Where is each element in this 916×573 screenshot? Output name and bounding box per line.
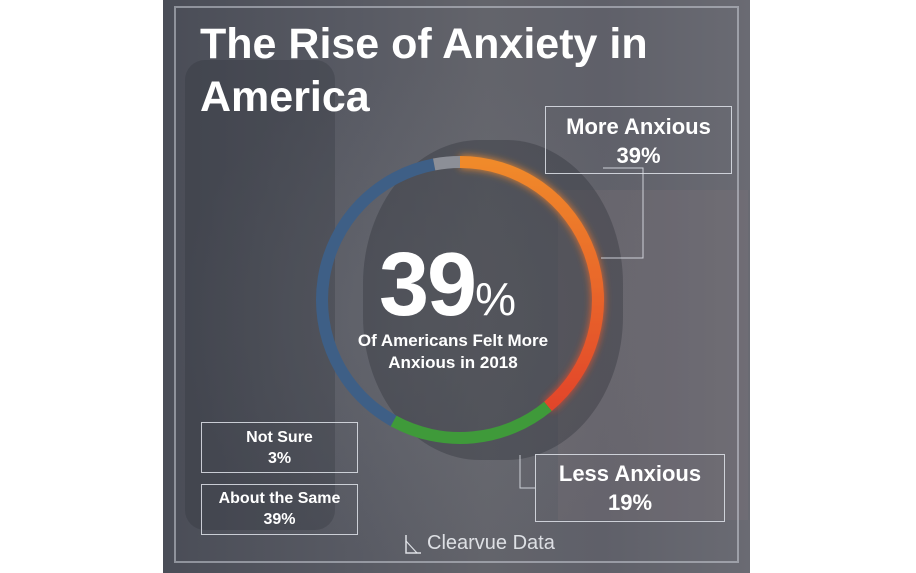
label-less-name: Less Anxious <box>558 461 702 486</box>
center-big-number: 39% <box>379 240 516 344</box>
chart-title: The Rise of Anxiety in America <box>200 20 648 121</box>
donut-chart <box>316 156 644 489</box>
label-about-same: About the Same 39% <box>201 484 358 535</box>
big-number-value: 39 <box>379 235 477 335</box>
label-more-name: More Anxious <box>566 114 711 139</box>
connector-less <box>519 455 535 489</box>
label-more-anxious: More Anxious 39% <box>545 106 732 174</box>
big-number-percent: % <box>475 273 516 325</box>
donut-slice-more-anxious <box>459 156 604 411</box>
connector-more <box>601 167 644 259</box>
frame-border <box>174 6 739 563</box>
label-not-sure-pct: 3% <box>267 450 292 467</box>
label-less-anxious: Less Anxious 19% <box>535 454 725 522</box>
label-less-pct: 19% <box>607 490 653 515</box>
donut-slice-less-anxious <box>390 401 552 444</box>
brand-name: Clearvue Data <box>427 532 555 554</box>
label-more-pct: 39% <box>616 143 661 168</box>
donut-slice-about-the-same <box>316 158 436 427</box>
caption-line2: Anxious in 2018 <box>388 353 518 372</box>
brand-logo: Clearvue Data <box>403 532 555 555</box>
brand-mark-icon <box>405 534 421 554</box>
caption-line1: Of Americans Felt More <box>357 331 549 350</box>
label-same-name: About the Same <box>218 490 341 507</box>
infographic-panel: The Rise of Anxiety in America More Anxi… <box>163 0 750 573</box>
label-not-sure: Not Sure 3% <box>201 422 358 473</box>
donut-slice-not-sure <box>433 156 461 171</box>
label-not-sure-name: Not Sure <box>246 429 313 446</box>
label-same-pct: 39% <box>263 511 296 528</box>
center-caption: Of Americans Felt More Anxious in 2018 <box>323 330 583 374</box>
